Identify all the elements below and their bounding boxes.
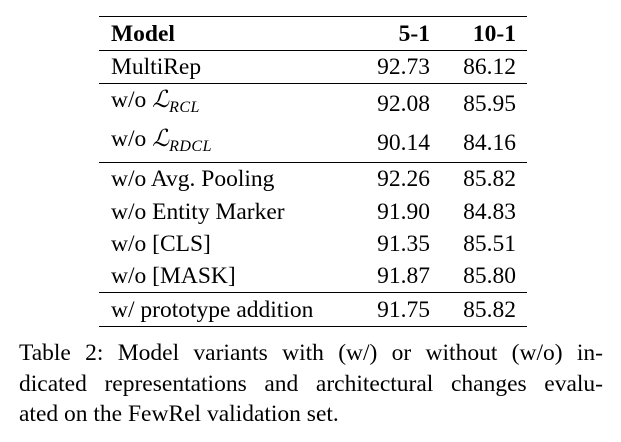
table-header-row: Model 5-1 10-1: [99, 16, 527, 51]
row-value-5-1: 91.87: [377, 263, 430, 290]
caption-line: ated on the FewRel validation set.: [19, 401, 339, 428]
table-row: w/o Avg. Pooling 92.26 85.82: [99, 162, 527, 196]
loss-subscript: RDCL: [169, 138, 212, 156]
row-model-name: w/o [CLS]: [111, 231, 211, 258]
row-prefix: w/o: [111, 126, 153, 153]
header-10-1: 10-1: [430, 16, 527, 51]
row-value-10-1: 85.80: [463, 263, 516, 290]
header-5-1: 5-1: [326, 16, 430, 51]
table-row: w/ prototype addition 91.75 85.82: [99, 292, 527, 327]
row-value-5-1: 91.35: [377, 231, 430, 258]
caption-line: Table 2: Model variants with (w/) or wit…: [19, 340, 603, 366]
row-value-5-1: 92.73: [377, 54, 430, 81]
row-model-name: w/o ℒRCL: [99, 83, 326, 124]
row-model-name: w/ prototype addition: [99, 292, 326, 327]
row-prefix: w/o: [111, 87, 153, 114]
row-value-10-1: 85.82: [430, 292, 527, 327]
row-model-name: w/o Avg. Pooling: [99, 162, 326, 196]
table-caption: Table 2: Model variants with (w/) or wit…: [19, 338, 603, 430]
row-model-name: w/o ℒRDCL: [99, 123, 326, 163]
row-value-10-1: 86.12: [463, 54, 516, 81]
row-value-10-1: 85.82: [430, 162, 527, 196]
table-row: w/o [MASK] 91.87 85.80: [99, 260, 527, 293]
results-table: Model 5-1 10-1 MultiRep 92.73 86.12 w/o …: [99, 16, 527, 327]
caption-line: dicated representations and architectura…: [19, 370, 603, 397]
row-model-name: w/o Entity Marker: [111, 198, 285, 225]
loss-symbol: ℒ: [152, 85, 170, 114]
row-value-5-1: 92.26: [326, 162, 430, 196]
row-value-5-1: 90.14: [377, 129, 430, 156]
row-value-10-1: 84.83: [463, 198, 516, 225]
row-model-name: MultiRep: [111, 54, 202, 81]
header-model: Model: [99, 16, 326, 51]
loss-symbol: ℒ: [152, 124, 170, 153]
table-row: w/o Entity Marker 91.90 84.83: [99, 196, 527, 228]
table-row: w/o ℒRCL 92.08 85.95: [99, 83, 527, 124]
row-value-10-1: 85.95: [430, 83, 527, 124]
table-row: w/o ℒRDCL 90.14 84.16: [99, 123, 527, 163]
row-value-10-1: 85.51: [463, 231, 516, 258]
table-row: w/o [CLS] 91.35 85.51: [99, 228, 527, 260]
row-value-5-1: 91.75: [326, 292, 430, 327]
row-value-5-1: 92.08: [326, 83, 430, 124]
row-value-5-1: 91.90: [377, 198, 430, 225]
row-value-10-1: 84.16: [463, 129, 516, 156]
table-row: MultiRep 92.73 86.12: [99, 51, 527, 84]
row-model-name: w/o [MASK]: [111, 263, 236, 290]
loss-subscript: RCL: [169, 99, 200, 117]
